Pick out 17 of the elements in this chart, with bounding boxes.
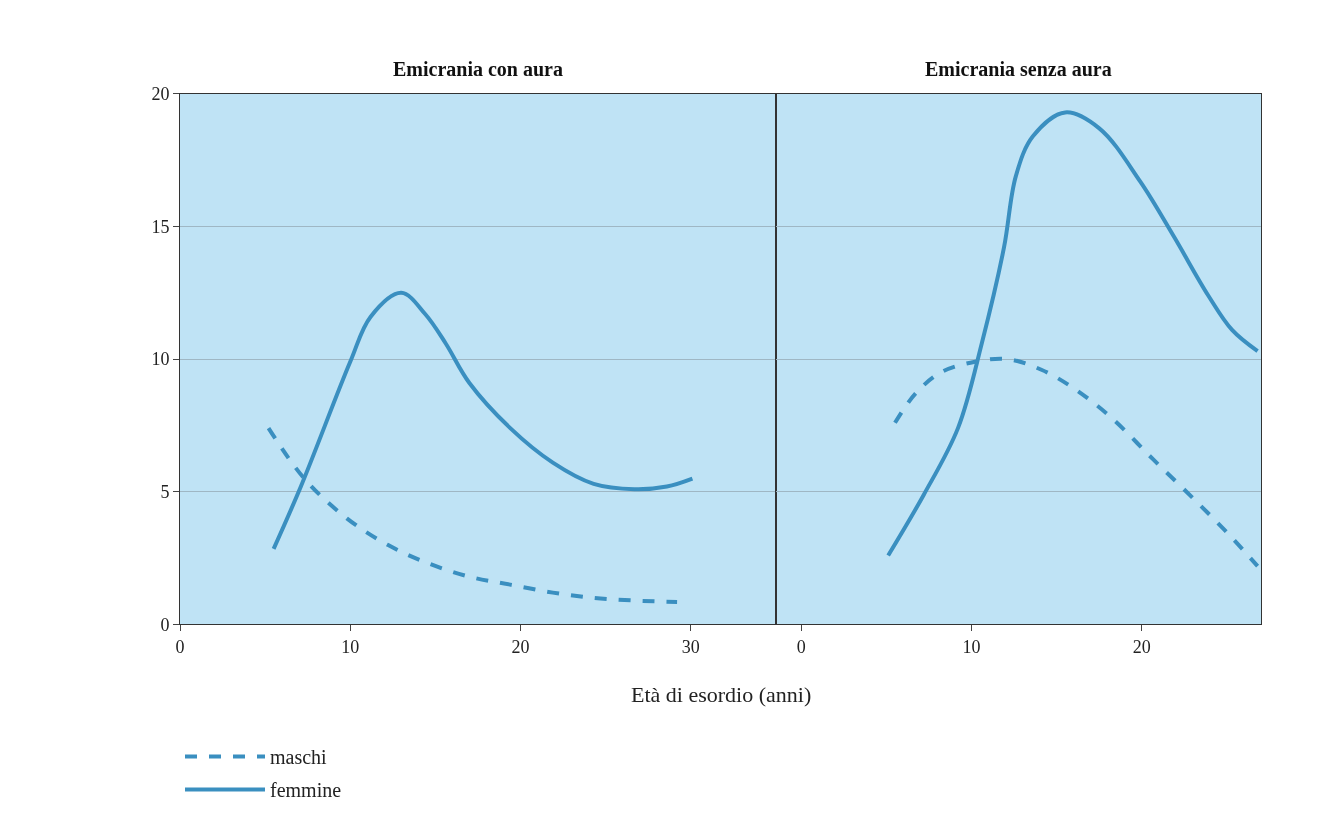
x-axis-title: Età di esordio (anni) — [631, 682, 812, 707]
x-tick-label: 30 — [681, 637, 700, 658]
legend-label: femmine — [270, 779, 342, 802]
x-tick-label: 10 — [962, 637, 981, 658]
x-tick-label: 0 — [796, 637, 806, 658]
x-tick-label: 20 — [511, 637, 530, 658]
x-tick-label: 0 — [175, 637, 185, 658]
x-tick-label: 20 — [1132, 637, 1151, 658]
y-tick-label: 0 — [160, 614, 170, 635]
x-tick-label: 10 — [341, 637, 360, 658]
chart-title: Emicrania senza aura — [925, 58, 1112, 80]
y-tick-label: 10 — [151, 349, 170, 370]
y-tick-label: 5 — [160, 482, 170, 503]
legend-label: maschi — [270, 746, 328, 769]
y-tick-label: 20 — [151, 84, 170, 105]
y-tick-label: 15 — [151, 216, 170, 237]
chart-title: Emicrania con aura — [393, 58, 563, 80]
